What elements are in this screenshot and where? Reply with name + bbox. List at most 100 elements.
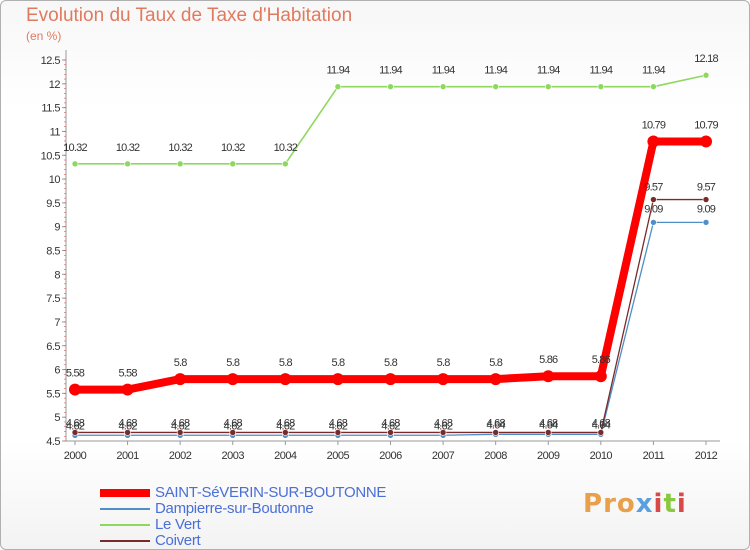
data-point	[492, 83, 499, 90]
chart-unit: (en %)	[26, 29, 62, 43]
data-point	[334, 83, 342, 90]
x-tick-label: 2001	[116, 450, 139, 462]
data-label: 5.8	[279, 357, 293, 369]
data-label: 4.62	[171, 420, 190, 432]
data-label: 5.58	[118, 368, 137, 380]
data-point	[282, 429, 289, 436]
x-tick-label: 2000	[64, 450, 87, 462]
data-point	[702, 71, 710, 79]
x-tick-label: 2004	[274, 450, 297, 462]
data-label: 10.79	[694, 119, 718, 131]
y-tick-label: 7.5	[46, 293, 60, 305]
data-label: 9.09	[697, 203, 716, 215]
data-label: 4.64	[592, 419, 611, 431]
data-label: 10.32	[221, 142, 245, 154]
data-point	[279, 373, 292, 386]
x-tick-label: 2005	[327, 450, 350, 462]
data-point	[71, 429, 79, 436]
legend-item: Coivert	[100, 532, 460, 549]
legend-label: Dampierre-sur-Boutonne	[155, 500, 314, 517]
data-point	[700, 135, 712, 148]
data-point	[647, 135, 660, 148]
data-point	[387, 429, 394, 436]
x-tick-label: 2011	[643, 450, 665, 462]
data-label: 5.58	[66, 368, 85, 380]
y-tick-label: 11	[50, 126, 61, 138]
y-tick-label: 4.5	[46, 436, 60, 448]
data-label: 10.32	[274, 142, 298, 154]
data-label: 4.68	[329, 417, 348, 429]
data-point	[597, 429, 605, 436]
logo-letter: P	[583, 489, 604, 519]
data-point	[650, 83, 657, 90]
legend-swatch	[100, 540, 150, 542]
y-tick-label: 8.5	[46, 246, 60, 258]
data-label: 11.94	[327, 65, 350, 77]
data-point	[124, 160, 131, 168]
legend-item: Dampierre-sur-Boutonne	[100, 500, 460, 517]
legend-swatch	[100, 508, 150, 510]
y-tick-label: 10.5	[41, 150, 61, 162]
y-tick-label: 9	[54, 222, 60, 234]
logo-letter: o	[616, 489, 636, 519]
data-point	[702, 219, 710, 226]
logo-letter: i	[653, 489, 664, 519]
data-label: 9.09	[644, 203, 663, 215]
data-label: 10.32	[63, 142, 87, 154]
data-point	[124, 429, 131, 436]
y-tick-label: 12.5	[41, 55, 61, 67]
y-tick-label: 5	[54, 412, 60, 424]
logo-letter: r	[603, 489, 617, 519]
proxiti-logo: Proxiti	[583, 489, 687, 519]
data-label: 5.8	[384, 357, 398, 369]
data-label: 4.68	[487, 417, 506, 429]
data-label: 5.8	[226, 357, 240, 369]
data-label: 11.94	[379, 65, 402, 77]
data-label: 4.62	[276, 420, 295, 432]
data-label: 11.94	[484, 65, 507, 77]
x-tick-label: 2012	[695, 450, 718, 462]
data-point	[229, 429, 237, 436]
data-label: 4.64	[539, 419, 558, 431]
data-label: 11.94	[432, 65, 455, 77]
data-label: 5.8	[489, 357, 503, 369]
data-point	[544, 83, 552, 90]
y-tick-label: 5.5	[46, 388, 60, 400]
data-label: 5.8	[174, 357, 188, 369]
x-tick-label: 2009	[537, 450, 560, 462]
x-tick-label: 2007	[432, 450, 455, 462]
data-point	[71, 160, 79, 168]
legend-swatch	[100, 489, 150, 497]
y-tick-label: 12	[49, 79, 61, 91]
data-label: 4.62	[381, 420, 400, 432]
data-point	[594, 370, 607, 383]
data-label: 4.68	[592, 417, 611, 429]
data-label: 9.57	[697, 182, 716, 194]
data-point	[384, 373, 397, 386]
data-point	[176, 429, 184, 436]
legend-item: SAINT-SéVERIN-SUR-BOUTONNE	[100, 484, 460, 501]
data-label: 10.32	[116, 142, 140, 154]
x-tick-label: 2008	[484, 450, 507, 462]
legend-item: Le Vert	[100, 516, 460, 533]
data-point	[331, 373, 344, 386]
data-label: 4.68	[224, 417, 243, 429]
data-point	[174, 373, 187, 386]
data-label: 11.94	[589, 65, 612, 77]
data-label: 4.62	[66, 420, 85, 432]
data-label: 4.68	[539, 417, 558, 429]
data-point	[226, 373, 239, 386]
data-label: 10.32	[168, 142, 192, 154]
x-tick-label: 2002	[169, 450, 192, 462]
data-point	[650, 196, 657, 203]
data-point	[489, 373, 502, 386]
data-point	[439, 429, 447, 436]
data-label: 4.62	[118, 420, 137, 432]
data-label: 4.62	[224, 420, 243, 432]
y-tick-label: 8	[54, 269, 60, 281]
series-line	[75, 137, 706, 394]
data-label: 5.86	[592, 354, 611, 366]
data-point	[542, 370, 555, 383]
data-point	[439, 83, 447, 90]
